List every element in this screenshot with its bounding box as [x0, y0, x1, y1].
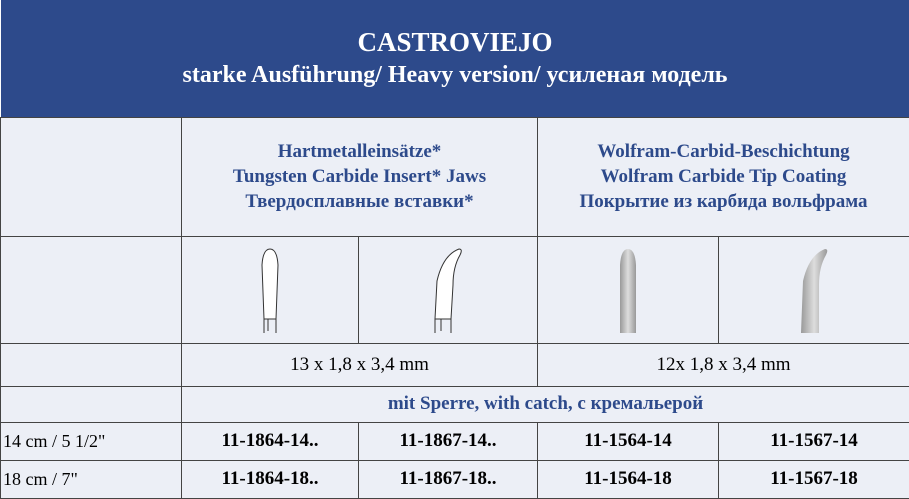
header: CASTROVIEJO starke Ausführung/ Heavy ver…: [1, 0, 909, 117]
image-cell: [719, 236, 909, 343]
group-line: Hartmetalleinsätze*: [182, 139, 537, 164]
straight-tip: [250, 245, 290, 335]
row-label: 14 cm / 5 1/2": [1, 422, 182, 460]
product-table: CASTROVIEJO starke Ausführung/ Heavy ver…: [0, 0, 909, 499]
image-cell: [182, 236, 359, 343]
empty-cell: [1, 117, 182, 236]
straight-tip-coated: [608, 245, 648, 335]
group-line: Wolfram-Carbid-Beschichtung: [538, 139, 909, 164]
article-code: 11-1567-18: [719, 460, 909, 498]
article-code: 11-1864-14..: [182, 422, 359, 460]
group-line: Покрытие из карбида вольфрама: [538, 189, 909, 214]
size-cell: 12x 1,8 x 3,4 mm: [538, 343, 909, 386]
article-code: 11-1567-14: [719, 422, 909, 460]
group-line: Tungsten Carbide Insert* Jaws: [182, 164, 537, 189]
column-group: Hartmetalleinsätze* Tungsten Carbide Ins…: [182, 117, 538, 236]
group-line: Wolfram Carbide Tip Coating: [538, 164, 909, 189]
curved-tip: [423, 245, 473, 335]
title: CASTROVIEJO: [1, 25, 909, 59]
catch-note: mit Sperre, with catch, с кремальерой: [182, 386, 909, 422]
empty-cell: [1, 343, 182, 386]
column-group: Wolfram-Carbid-Beschichtung Wolfram Carb…: [538, 117, 909, 236]
image-cell: [359, 236, 538, 343]
image-cell: [538, 236, 719, 343]
article-code: 11-1864-18..: [182, 460, 359, 498]
empty-cell: [1, 386, 182, 422]
subtitle: starke Ausführung/ Heavy version/ усилен…: [1, 59, 909, 91]
curved-tip-coated: [789, 245, 839, 335]
size-cell: 13 x 1,8 x 3,4 mm: [182, 343, 538, 386]
article-code: 11-1564-14: [538, 422, 719, 460]
group-line: Твердосплавные вставки*: [182, 189, 537, 214]
article-code: 11-1867-14..: [359, 422, 538, 460]
article-code: 11-1564-18: [538, 460, 719, 498]
article-code: 11-1867-18..: [359, 460, 538, 498]
row-label: 18 cm / 7": [1, 460, 182, 498]
empty-cell: [1, 236, 182, 343]
